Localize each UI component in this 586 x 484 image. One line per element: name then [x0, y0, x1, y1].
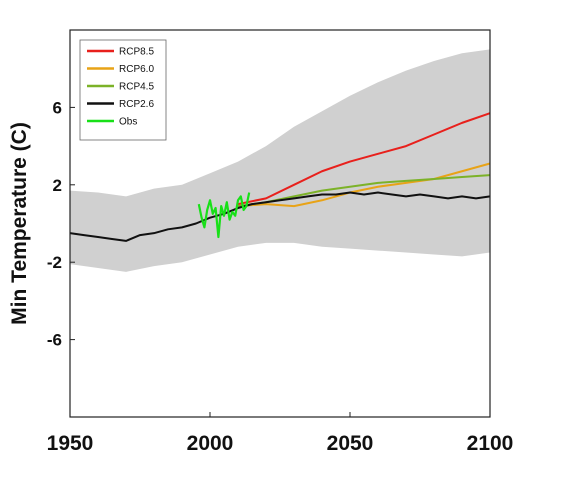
- y-tick-label: -6: [47, 331, 62, 350]
- legend-label-rcp6-0: RCP6.0: [119, 64, 154, 75]
- y-tick-label: 2: [53, 176, 62, 195]
- x-tick-label: 2050: [327, 432, 374, 455]
- ensemble-band: [70, 49, 490, 272]
- legend-label-rcp4-5: RCP4.5: [119, 82, 154, 93]
- x-tick-label: 2100: [467, 432, 514, 455]
- y-tick-label: 6: [53, 98, 62, 117]
- series-lines: [69, 112, 491, 242]
- series-line-rcp6-0: [237, 162, 491, 208]
- legend-label-rcp2-6: RCP2.6: [119, 99, 154, 110]
- ensemble-band-area: [70, 49, 490, 272]
- legend-box: [79, 39, 167, 141]
- axis-ticks: 1950 2000 2050 2100 6 2 -2 -6: [47, 98, 514, 455]
- series-line-rcp8-5: [237, 112, 491, 206]
- legend-label-rcp8-5: RCP8.5: [119, 47, 154, 58]
- x-tick-label: 1950: [47, 432, 94, 455]
- legend-label-obs: Obs: [119, 117, 137, 128]
- series-line-rcp2-6: [69, 191, 491, 242]
- y-axis-label: Min Temperature (C): [8, 122, 31, 325]
- legend: RCP8.5 RCP6.0 RCP4.5 RCP2.6 Obs: [79, 39, 167, 141]
- series-line-obs: [197, 192, 251, 239]
- plot-frame: [69, 29, 491, 418]
- y-tick-label: -2: [47, 253, 62, 272]
- x-tick-label: 2000: [187, 432, 234, 455]
